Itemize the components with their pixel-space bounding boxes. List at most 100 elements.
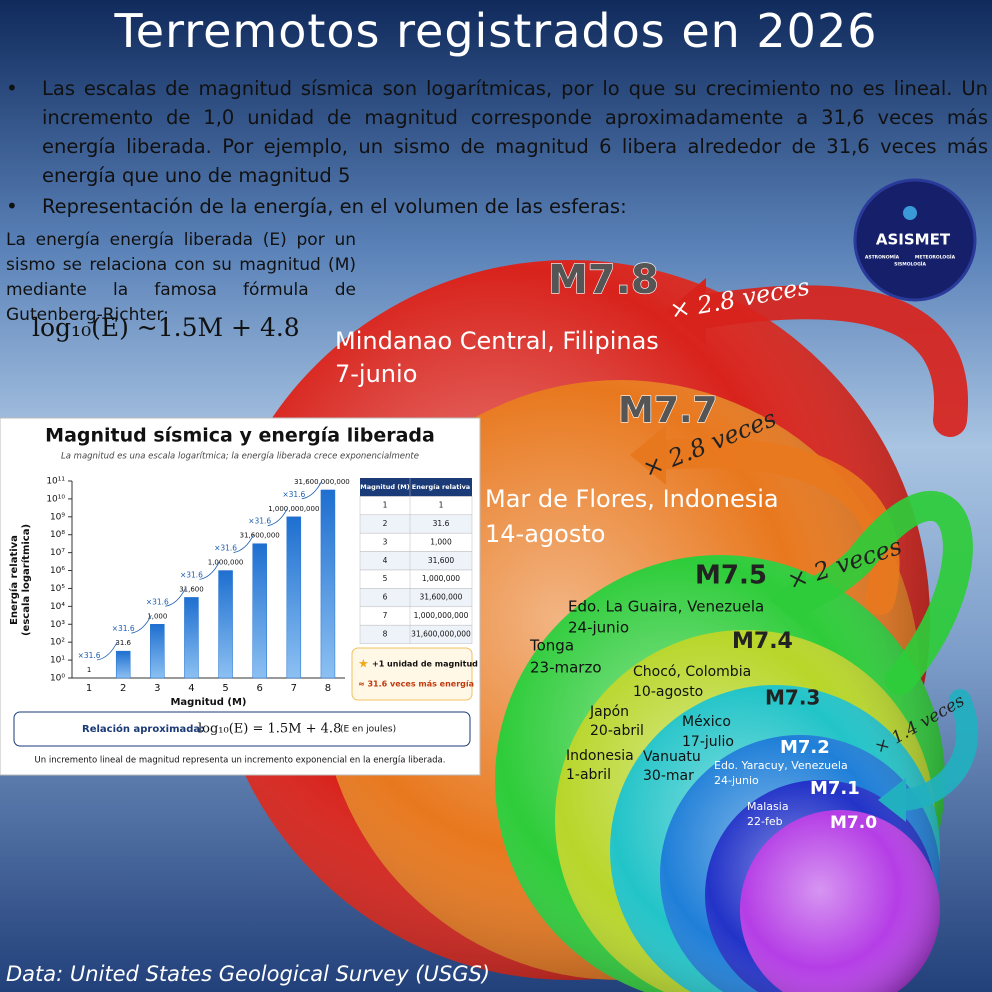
- relation-box: [13, 711, 471, 747]
- legend-text: +1 unidad de magnitud: [372, 660, 478, 669]
- table-cell: 1,000,000,000: [414, 611, 469, 620]
- x-tick-label: 4: [188, 683, 194, 694]
- bar: [218, 570, 233, 679]
- sphere-magnitude: M7.5: [695, 561, 767, 591]
- relation-label: Relación aproximada:: [82, 723, 204, 735]
- table-cell: 31,600,000,000: [411, 629, 471, 638]
- table-cell: 8: [383, 629, 388, 638]
- table-cell: 7: [383, 611, 388, 620]
- table-row: [359, 624, 473, 644]
- event-place: Indonesia: [566, 748, 634, 764]
- relation-unit: (E en joules): [340, 725, 396, 735]
- sphere-magnitude: M7.1: [810, 778, 860, 799]
- table-row: [359, 532, 473, 552]
- bar: [115, 650, 131, 679]
- table-cell: 6: [383, 593, 388, 602]
- x-tick-label: 2: [120, 683, 126, 694]
- logo-globe: [903, 206, 917, 220]
- value-label: 31.6: [115, 639, 131, 647]
- sphere-magnitude: M7.3: [765, 686, 820, 710]
- intro-text: La energía energía liberada (E) por un s…: [6, 230, 356, 325]
- event-date: 1-abril: [566, 767, 611, 783]
- arrow-body: [889, 689, 979, 811]
- multiplier-label: ×31.6: [78, 651, 101, 660]
- bullet-dot: •: [6, 76, 18, 100]
- table-header: Magnitud (M): [360, 483, 409, 491]
- sphere-shading: [740, 810, 940, 992]
- logo-tag: SISMOLOGÍA: [894, 260, 926, 268]
- sphere-magnitude: M7.8: [548, 257, 659, 303]
- y-tick-label: 10¹⁰: [46, 494, 65, 504]
- multiplier-arrow: [96, 641, 118, 661]
- table-row: [359, 496, 473, 516]
- sphere-magnitude: M7.4: [732, 629, 793, 654]
- event-place: Edo. La Guaira, Venezuela: [568, 598, 764, 616]
- bar: [286, 516, 302, 679]
- bullet-dot: •: [6, 194, 18, 218]
- logo-name: ASISMET: [876, 231, 951, 249]
- value-label: 31,600: [179, 585, 204, 593]
- y-tick-label: 10¹¹: [46, 477, 65, 487]
- event-date: 17-julio: [682, 734, 734, 750]
- y-tick-label: 10⁷: [50, 548, 65, 558]
- event-place: Mindanao Central, Filipinas: [335, 327, 659, 355]
- source: Data: United States Geological Survey (U…: [6, 962, 490, 986]
- event-date: 20-abril: [590, 723, 644, 739]
- multiplier-arrow: [233, 534, 255, 553]
- bar: [184, 597, 199, 679]
- event-place: Chocó, Colombia: [633, 664, 751, 680]
- multiplier-arrow: [301, 480, 323, 500]
- multiplier-arrow: [267, 507, 289, 527]
- value-label: 1,000,000,000: [268, 505, 319, 513]
- table-cell: 1,000,000: [422, 574, 460, 583]
- arrow-head: [770, 570, 806, 630]
- title: Terremotos registrados en 2026: [114, 4, 878, 58]
- formula: log₁₀(E) ~1.5M + 4.8: [32, 313, 300, 342]
- inset-panel: Magnitud sísmica y energía liberada La ma…: [0, 417, 481, 776]
- y-axis-label: Energía relativa: [8, 535, 20, 625]
- table-row: [359, 551, 473, 571]
- multiplier-label: ×31.6: [180, 570, 203, 579]
- arrow-body: [785, 491, 973, 695]
- table-cell: 31,600: [428, 556, 454, 565]
- legend-text: ≈ 31.6 veces más energía: [358, 680, 474, 689]
- event-date: 30-mar: [643, 768, 694, 784]
- x-tick-label: 7: [291, 683, 297, 694]
- event-place: Edo. Yaracuy, Venezuela: [714, 759, 848, 772]
- multiplier-arrow: [165, 588, 186, 607]
- table-cell: 31,600,000: [420, 593, 463, 602]
- value-label: 1,000: [147, 612, 167, 620]
- table-header-bg: [360, 478, 472, 497]
- arrow-head: [630, 425, 666, 485]
- legend-box: [351, 647, 473, 701]
- table-row: [359, 514, 473, 534]
- bar: [252, 543, 267, 679]
- y-tick-label: 10²: [50, 638, 65, 648]
- event-place: Japón: [589, 704, 629, 720]
- relation-formula: log₁₀(E) = 1.5M + 4.8: [198, 722, 341, 737]
- event-date: 10-agosto: [633, 684, 703, 700]
- event-place: Mar de Flores, Indonesia: [485, 485, 779, 513]
- inset-note: Un incremento lineal de magnitud represe…: [35, 756, 446, 766]
- bar: [150, 624, 165, 679]
- multiplier-label: ×31.6: [146, 597, 169, 606]
- x-tick-label: 3: [154, 683, 160, 694]
- chart-title: Magnitud sísmica y energía liberada: [45, 425, 435, 447]
- value-label: 1,000,000: [208, 559, 244, 567]
- sphere-magnitude: M7.2: [780, 737, 830, 758]
- logo-tag: METEOROLOGÍA: [915, 253, 956, 261]
- y-tick-label: 10⁸: [50, 530, 65, 540]
- table-cell: 3: [383, 537, 388, 546]
- event-place: Vanuatu: [643, 749, 701, 765]
- y-tick-label: 10⁴: [50, 602, 65, 612]
- arrow-head: [878, 778, 906, 822]
- bullet-text: Las escalas de magnitud sísmica son loga…: [42, 77, 988, 187]
- table-cell: 5: [383, 574, 388, 583]
- bullet-text: Representación de la energía, en el volu…: [42, 195, 627, 218]
- table-cell: 2: [383, 519, 388, 528]
- event-date: 23-marzo: [530, 659, 602, 677]
- event-date: 22-feb: [747, 815, 783, 828]
- event-date: 24-junio: [568, 619, 629, 637]
